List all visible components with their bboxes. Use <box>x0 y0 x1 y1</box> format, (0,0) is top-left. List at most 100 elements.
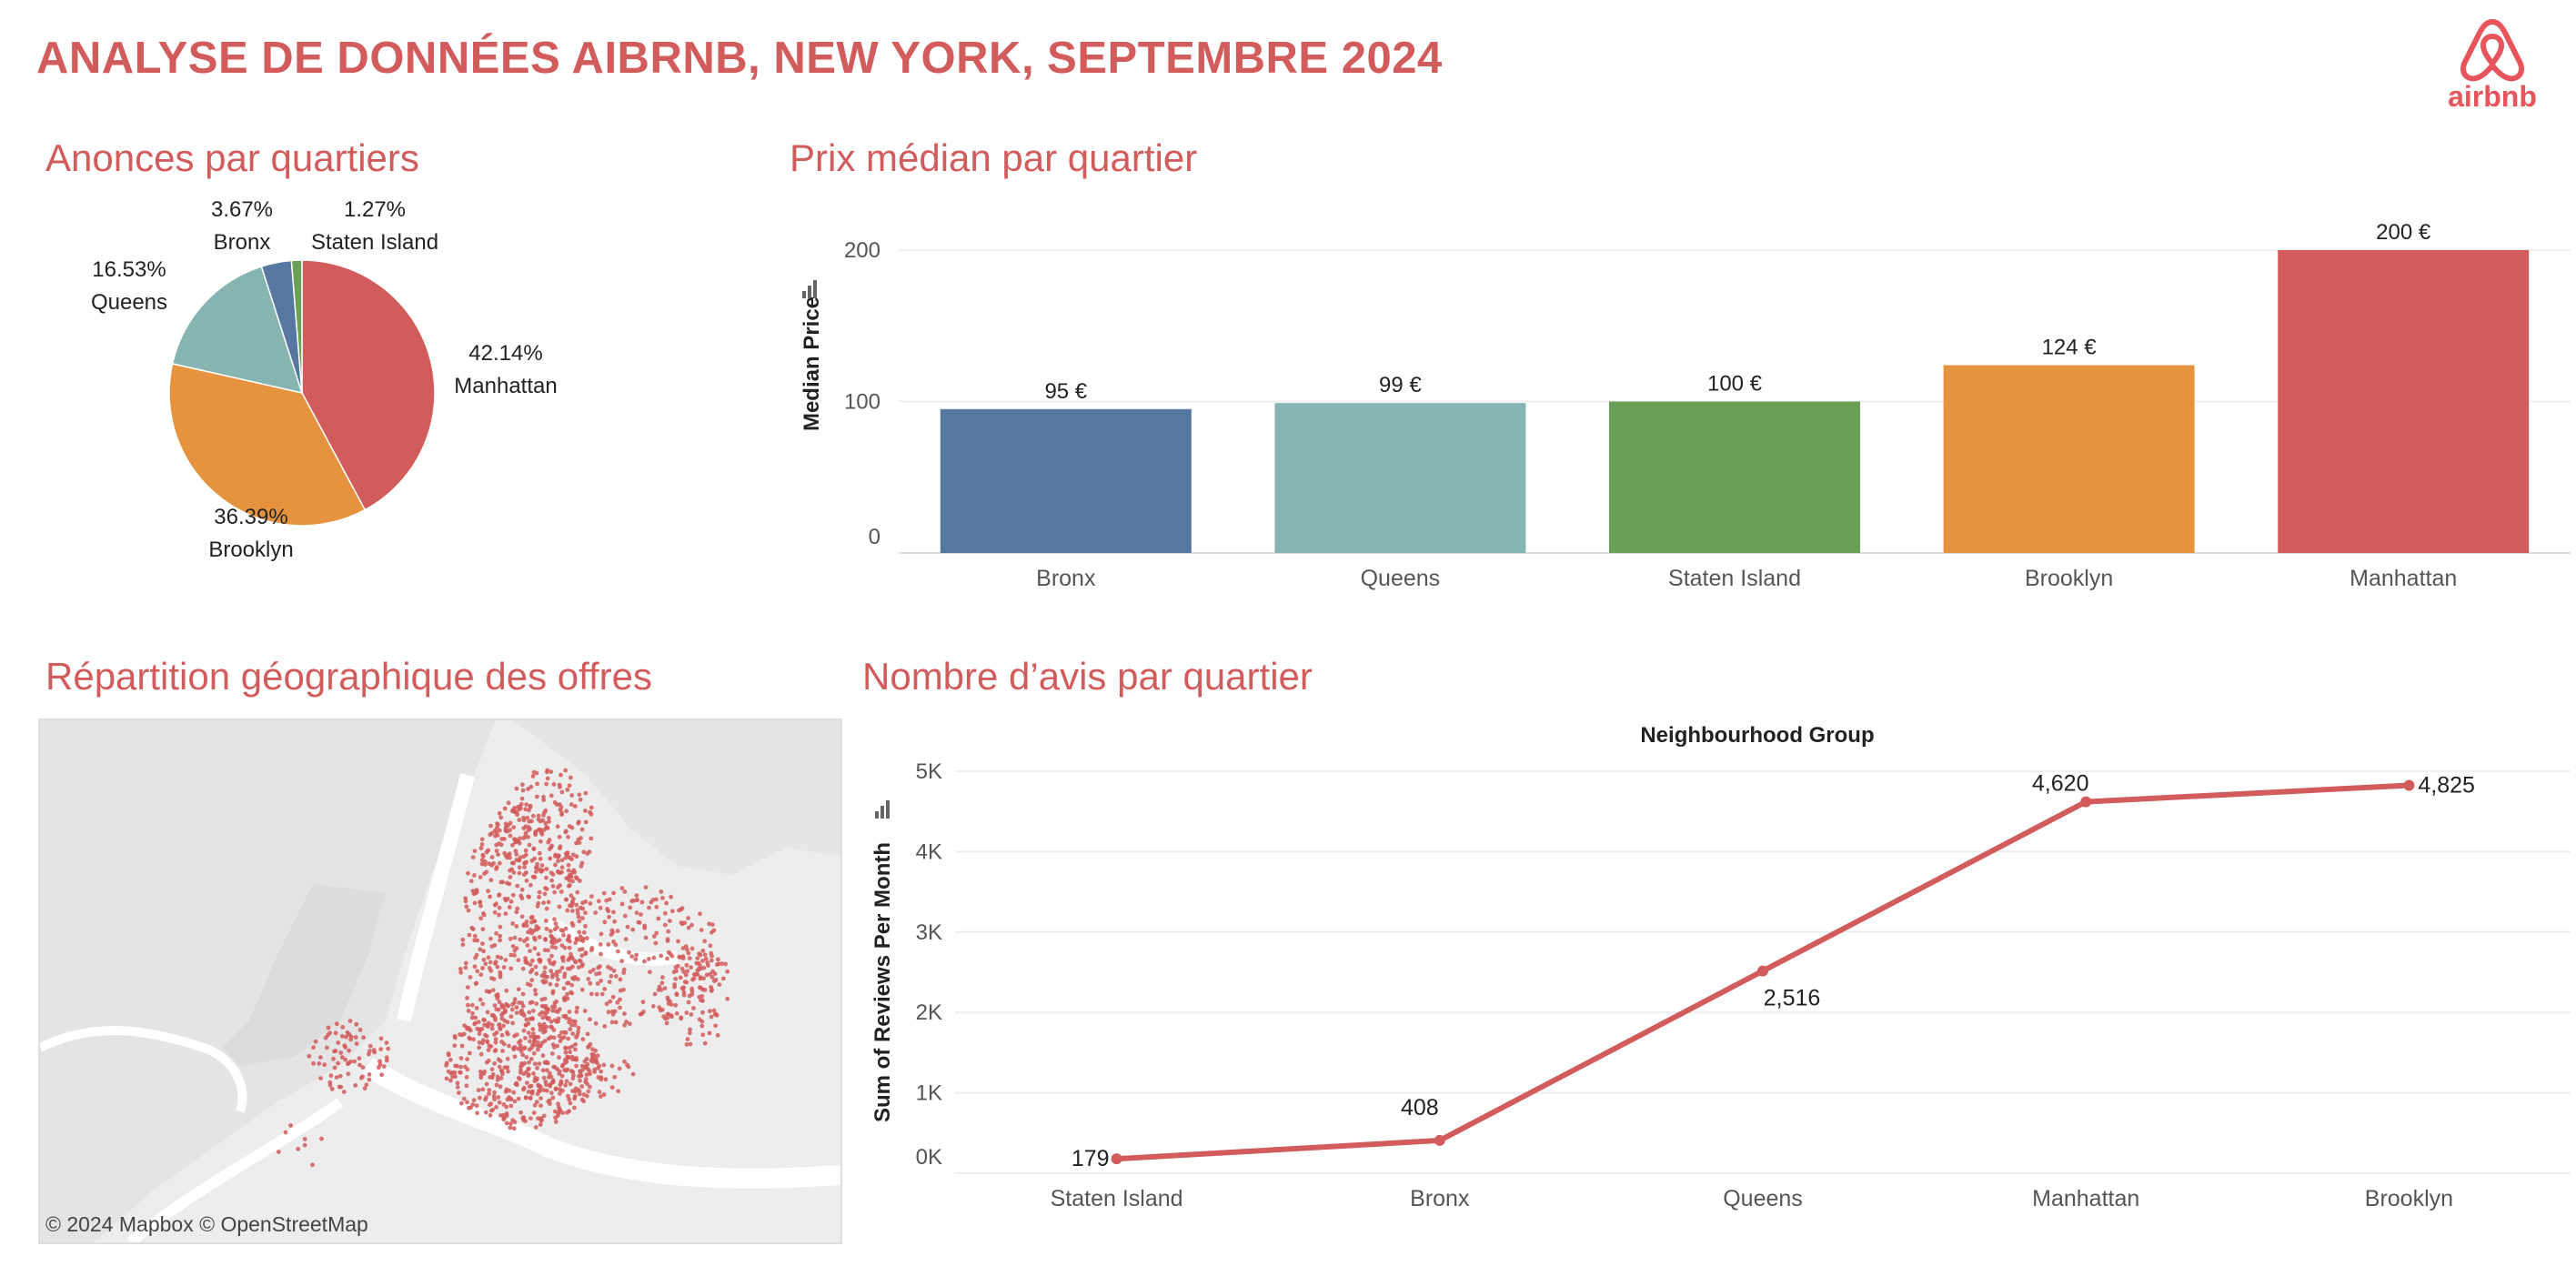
listing-point <box>556 869 560 874</box>
listing-point <box>524 919 529 924</box>
listing-point <box>475 1026 480 1031</box>
listing-point <box>705 960 710 965</box>
bar-category-label: Brooklyn <box>2025 566 2113 591</box>
listing-point <box>647 905 651 910</box>
listing-point <box>699 928 704 932</box>
listing-point <box>602 1024 608 1029</box>
listing-point <box>453 1074 458 1080</box>
listing-point <box>565 991 569 997</box>
bar-bronx[interactable] <box>940 408 1192 553</box>
line-axis-icon <box>875 800 890 819</box>
line-category-label: Brooklyn <box>2365 1186 2453 1211</box>
listing-point <box>489 1026 495 1031</box>
listing-point <box>713 1011 719 1017</box>
bar-queens[interactable] <box>1274 403 1526 553</box>
listing-point <box>493 1040 498 1045</box>
listing-point <box>559 869 564 875</box>
listing-point <box>540 818 546 823</box>
listing-point <box>548 1090 554 1096</box>
listing-point <box>590 1047 595 1052</box>
listing-point <box>478 1051 484 1057</box>
listing-point <box>588 1041 593 1047</box>
pie-slice-manhattan[interactable] <box>301 259 436 511</box>
line-point-brooklyn[interactable] <box>2403 779 2415 791</box>
listing-point <box>520 1115 526 1120</box>
listing-point <box>599 979 604 983</box>
listing-point <box>459 1032 465 1038</box>
listing-point <box>700 949 706 953</box>
line-point-manhattan[interactable] <box>2080 796 2092 808</box>
listing-point <box>599 1075 604 1080</box>
listing-point <box>498 938 502 943</box>
pie-pct-label-brooklyn: 36.39% <box>214 505 287 529</box>
bar-manhattan[interactable] <box>2278 250 2530 553</box>
listing-point <box>707 1009 712 1014</box>
listing-point <box>634 898 639 902</box>
listing-point <box>630 1071 636 1077</box>
listing-point <box>467 932 472 938</box>
listing-point <box>676 963 680 969</box>
listing-point <box>489 830 495 836</box>
listing-point <box>586 1067 590 1072</box>
listing-point <box>462 1023 467 1028</box>
bar-brooklyn[interactable] <box>1943 365 2195 553</box>
listing-point <box>566 868 571 873</box>
listing-point <box>504 988 509 993</box>
pie-slice-queens[interactable] <box>171 266 304 395</box>
listing-point <box>464 904 469 909</box>
listing-point <box>564 897 569 902</box>
bar-category-label: Bronx <box>1036 566 1096 591</box>
listing-point <box>560 1088 565 1093</box>
pie-slice-brooklyn[interactable] <box>168 362 367 527</box>
listing-point <box>478 947 483 952</box>
bar-staten-island[interactable] <box>1609 401 1860 554</box>
listing-point <box>496 852 500 857</box>
geo-map[interactable]: © 2024 Mapbox © OpenStreetMap <box>38 718 842 1244</box>
listing-point <box>475 1110 479 1116</box>
listing-point <box>567 1097 571 1102</box>
line-category-label: Bronx <box>1410 1186 1470 1211</box>
listing-point <box>535 1091 540 1097</box>
listing-point <box>336 1040 341 1045</box>
listing-point <box>472 900 478 906</box>
listing-point <box>519 1061 524 1066</box>
listing-point <box>578 1078 582 1083</box>
listing-point <box>651 955 657 960</box>
listing-point <box>543 808 548 813</box>
listing-point <box>524 923 529 929</box>
listing-point <box>546 948 550 953</box>
listing-point <box>578 797 583 802</box>
listing-point <box>508 833 513 839</box>
line-point-bronx[interactable] <box>1434 1134 1445 1146</box>
listing-point <box>609 966 613 971</box>
line-point-staten-island[interactable] <box>1111 1153 1122 1165</box>
listing-point <box>512 1099 518 1104</box>
listing-point <box>566 854 570 859</box>
listing-point <box>492 1090 497 1095</box>
listing-point <box>662 986 668 991</box>
listing-point <box>582 1059 588 1064</box>
listing-point <box>501 1023 506 1029</box>
line-point-queens[interactable] <box>1757 965 1768 977</box>
listing-point <box>509 1007 515 1012</box>
listing-point <box>581 1099 586 1104</box>
listing-point <box>570 1089 575 1093</box>
listing-point <box>458 1070 462 1075</box>
listing-point <box>283 1130 288 1135</box>
listing-point <box>463 965 468 970</box>
listing-point <box>508 966 514 971</box>
listing-point <box>678 975 683 980</box>
listing-point <box>535 861 539 867</box>
listing-point <box>665 1015 670 1020</box>
listing-point <box>660 896 665 900</box>
listing-point <box>531 919 537 924</box>
listing-point <box>623 937 629 941</box>
listing-point <box>520 966 526 971</box>
listing-point <box>702 939 708 944</box>
listing-point <box>680 986 686 991</box>
listing-point <box>664 900 669 906</box>
listing-point <box>497 912 501 918</box>
listing-point <box>474 980 479 986</box>
listing-point <box>579 860 585 866</box>
pie-slice-staten-island[interactable] <box>290 259 303 394</box>
